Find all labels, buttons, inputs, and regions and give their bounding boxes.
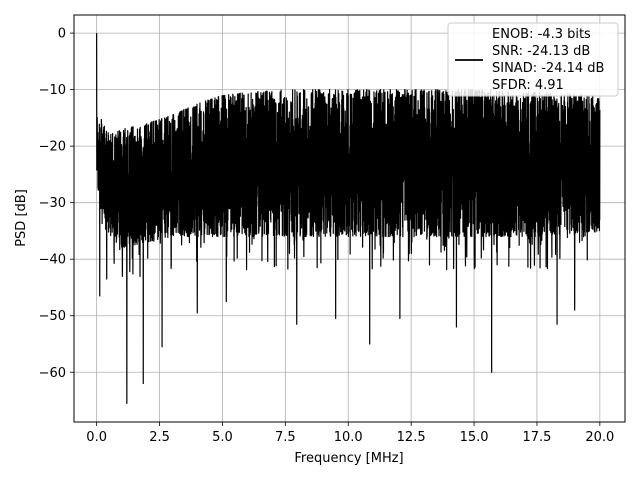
y-tick-label: −50 <box>39 309 66 324</box>
psd-trace-line <box>96 33 601 404</box>
legend-entry-snr: SNR: -24.13 dB <box>492 44 590 59</box>
x-tick-label: 17.5 <box>522 430 551 445</box>
axis-ticks: 0.0 2.5 5.0 7.5 10.0 12.5 15.0 17.5 20.0 0 −10 −20 −… <box>39 27 615 445</box>
y-tick-label: −10 <box>39 83 66 98</box>
y-tick-label: −20 <box>39 140 66 155</box>
y-axis-label: PSD [dB] <box>14 189 29 247</box>
legend-entry-enob: ENOB: -4.3 bits <box>492 27 591 42</box>
x-tick-label: 20.0 <box>585 430 614 445</box>
x-tick-label: 7.5 <box>275 430 296 445</box>
y-tick-label: −60 <box>39 366 66 381</box>
x-tick-label: 0.0 <box>86 430 107 445</box>
legend-entry-sfdr: SFDR: 4.91 <box>492 78 564 93</box>
y-tick-label: −40 <box>39 253 66 268</box>
x-tick-label: 12.5 <box>397 430 426 445</box>
legend: ENOB: -4.3 bits SNR: -24.13 dB SINAD: -2… <box>447 22 619 97</box>
y-tick-label: −30 <box>39 196 66 211</box>
x-tick-label: 5.0 <box>212 430 233 445</box>
x-tick-label: 10.0 <box>334 430 363 445</box>
x-tick-label: 2.5 <box>149 430 170 445</box>
y-tick-label: 0 <box>58 27 66 42</box>
x-axis-label: Frequency [MHz] <box>294 451 403 466</box>
plot-frame <box>73 14 626 423</box>
legend-box <box>447 22 619 97</box>
legend-entry-sinad: SINAD: -24.14 dB <box>492 61 604 76</box>
series-psd-trace <box>96 33 601 404</box>
x-tick-label: 15.0 <box>460 430 489 445</box>
